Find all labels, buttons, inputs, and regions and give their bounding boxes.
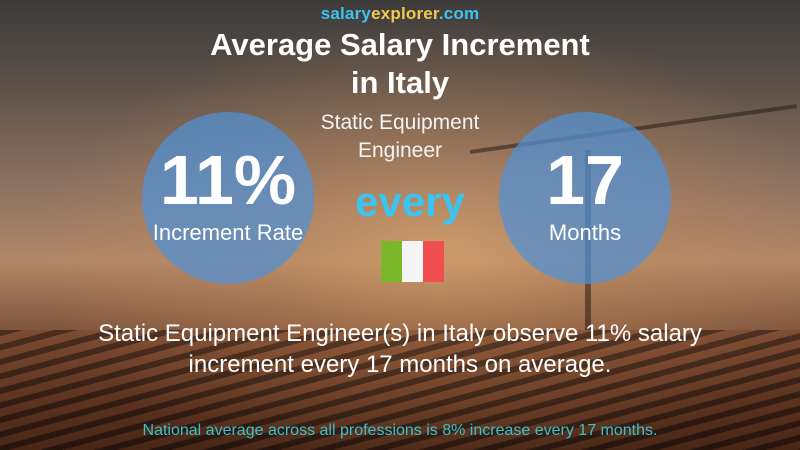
months-value: 17 [546, 141, 624, 219]
brand-explorer: explorer [371, 4, 439, 23]
months-label: Months [548, 220, 622, 245]
every-connector: every [355, 178, 465, 225]
description-line-2: increment every 17 months on average. [188, 351, 612, 378]
flag-green-stripe [381, 241, 402, 282]
increment-rate-label: Increment Rate [152, 220, 304, 245]
job-title: Static Equipment Engineer [0, 109, 800, 165]
subtitle-line-2: Engineer [357, 139, 443, 162]
page-title: Average Salary Increment in Italy [0, 26, 800, 102]
flag-red-stripe [423, 241, 444, 282]
increment-rate-value: 11% [159, 141, 297, 219]
flag-white-stripe [402, 241, 423, 282]
italy-flag-icon [381, 241, 444, 282]
title-line-1: Average Salary Increment [210, 27, 590, 62]
brand-salary: salary [320, 4, 372, 23]
subtitle-line-1: Static Equipment [320, 111, 480, 134]
brand-logo[interactable]: salaryexplorer.com [0, 4, 800, 24]
national-average-note: National average across all professions … [142, 422, 658, 439]
brand-domain: .com [438, 4, 480, 23]
increment-rate-circle: 11% Increment Rate [142, 112, 314, 284]
ground-texture [0, 330, 800, 450]
title-line-2: in Italy [350, 65, 450, 100]
months-circle: 17 Months [499, 112, 671, 284]
description-line-1: Static Equipment Engineer(s) in Italy ob… [98, 320, 702, 347]
summary-description: Static Equipment Engineer(s) in Italy ob… [0, 318, 800, 380]
